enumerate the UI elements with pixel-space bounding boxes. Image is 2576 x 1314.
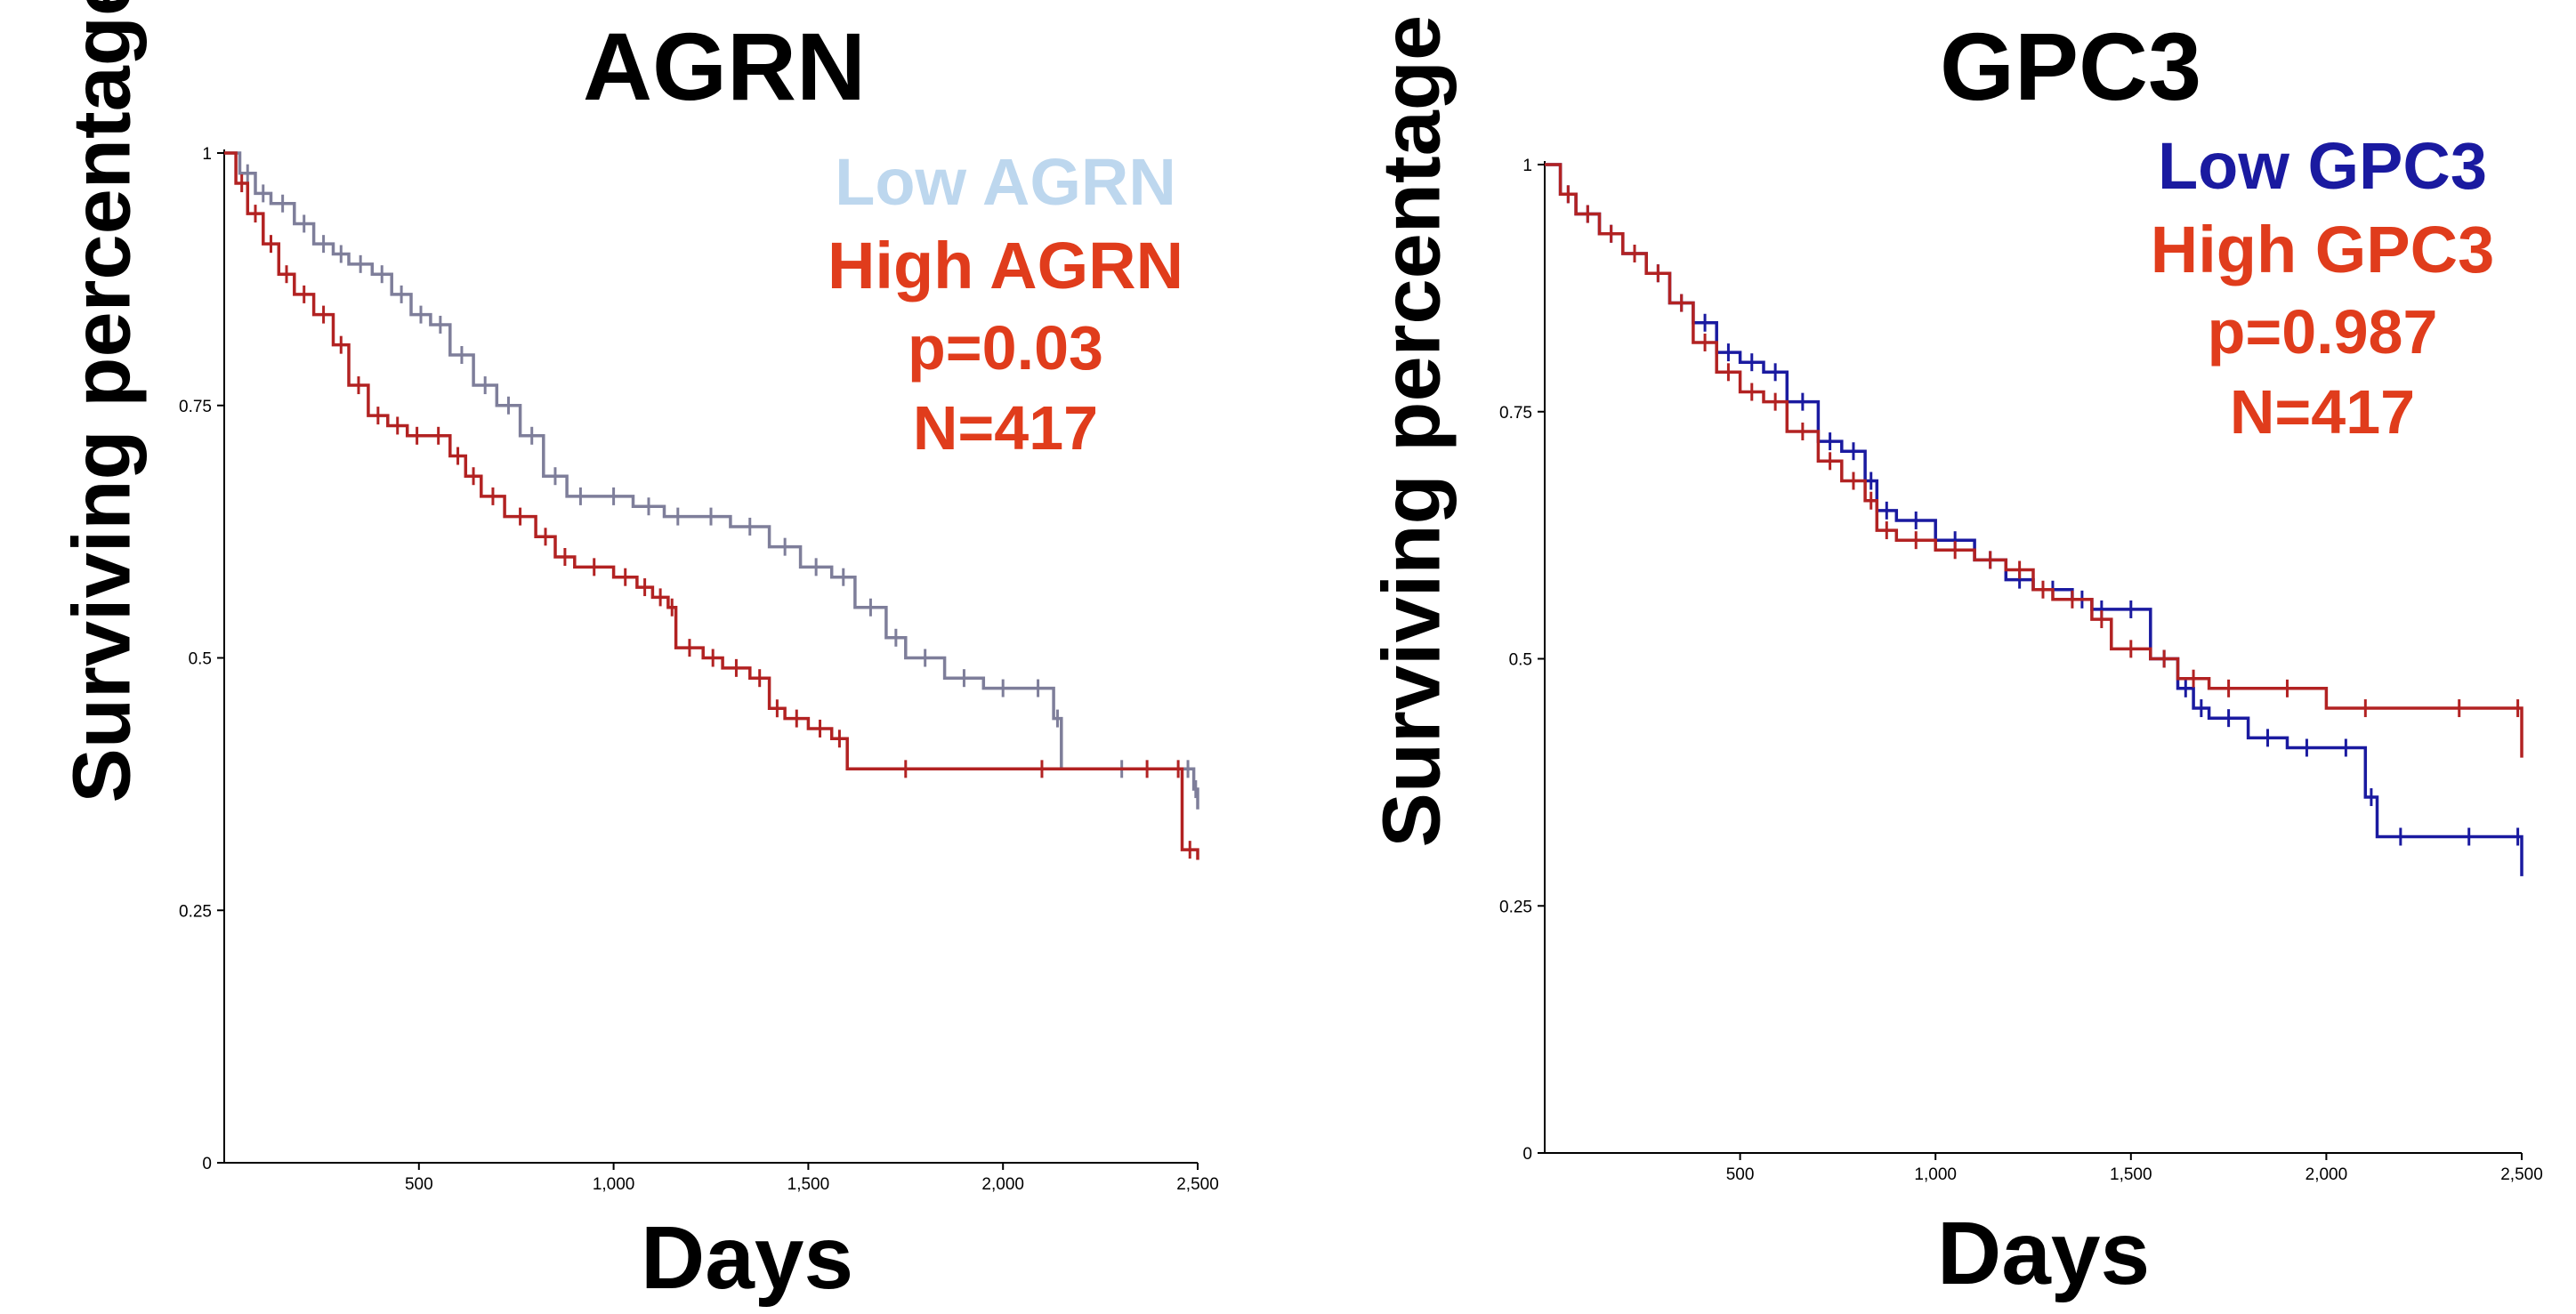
x-tick-label: 500 <box>405 1175 433 1194</box>
plot-area: 0 0.25 0.5 0.75 1 500 1,000 1,500 2,000 2,500 <box>1499 157 2543 1184</box>
legend-entry-low: Low GPC3 <box>2157 129 2488 203</box>
y-tick-label: 0.25 <box>1499 898 1532 916</box>
x-axis-label: Days <box>641 1208 854 1308</box>
series-line-high-gpc3 <box>1545 163 2524 758</box>
x-tick-label: 1,000 <box>593 1175 635 1194</box>
y-tick-label: 0.5 <box>189 650 212 669</box>
x-tick-label: 1,500 <box>787 1175 830 1194</box>
x-tick-label: 2,500 <box>2500 1165 2543 1184</box>
chart-title: GPC3 <box>1940 12 2202 120</box>
y-tick-label: 0.75 <box>179 398 212 416</box>
chart-title: AGRN <box>583 12 866 120</box>
plot-area: 0 0.25 0.5 0.75 1 500 1,000 1,500 2,000 2,500 <box>179 145 1219 1194</box>
y-tick-label: 1 <box>202 145 212 164</box>
legend-entry-high: High GPC3 <box>2150 213 2495 286</box>
y-tick-label: 0.25 <box>179 902 212 921</box>
y-tick-label: 1 <box>1522 157 1532 175</box>
y-tick-label: 0.5 <box>1509 651 1532 670</box>
y-tick-label: 0.75 <box>1499 404 1532 423</box>
sample-size: N=417 <box>912 393 1099 463</box>
series-line-high-agrn <box>224 151 1199 860</box>
km-plot-agrn: 0 0.25 0.5 0.75 1 500 1,000 1,500 2,000 2,500 AGR… <box>56 0 1219 1308</box>
p-value: p=0.987 <box>2207 297 2438 367</box>
y-axis-label: Surviving percentage <box>56 0 148 803</box>
x-tick-label: 500 <box>1726 1165 1755 1184</box>
x-tick-label: 2,000 <box>981 1175 1024 1194</box>
y-axis-label: Surviving percentage <box>1366 14 1458 848</box>
legend: Low AGRN High AGRN p=0.03 N=417 <box>792 145 1219 463</box>
legend-entry-high: High AGRN <box>827 229 1184 302</box>
y-tick-label: 0 <box>202 1155 212 1173</box>
x-tick-label: 1,500 <box>2110 1165 2152 1184</box>
x-tick-label: 2,500 <box>1176 1175 1219 1194</box>
y-tick-label: 0 <box>1522 1145 1532 1164</box>
p-value: p=0.03 <box>908 313 1103 383</box>
x-tick-label: 1,000 <box>1914 1165 1957 1184</box>
legend: Low GPC3 High GPC3 p=0.987 N=417 <box>2109 129 2536 447</box>
x-axis-label: Days <box>1937 1204 2151 1303</box>
x-tick-label: 2,000 <box>2305 1165 2348 1184</box>
legend-entry-low: Low AGRN <box>835 145 1176 219</box>
sample-size: N=417 <box>2229 377 2416 447</box>
series-line-low-agrn <box>224 151 1199 810</box>
km-plot-gpc3: 0 0.25 0.5 0.75 1 500 1,000 1,500 2,000 2,500 GPC… <box>1288 0 2576 1314</box>
